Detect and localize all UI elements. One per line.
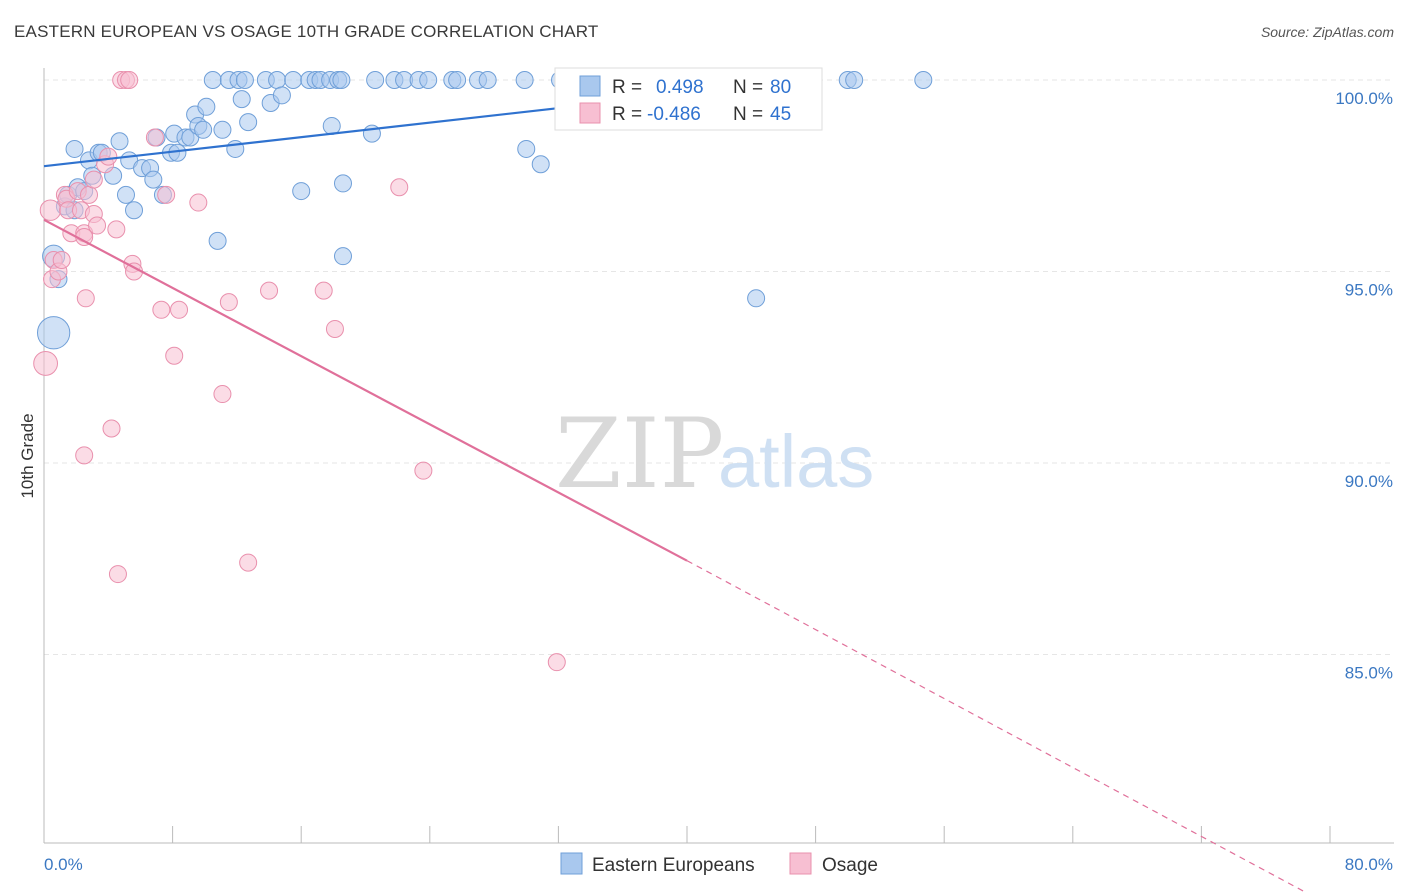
osage-point bbox=[145, 128, 164, 147]
eastern-european-point bbox=[366, 71, 385, 89]
x-tick-label-min: 0.0% bbox=[44, 855, 83, 874]
legend-r-label-2: R = bbox=[612, 104, 642, 125]
legend-r-label-1: R = bbox=[612, 77, 642, 98]
bottom-legend-swatch-blue bbox=[560, 852, 583, 875]
eastern-european-point bbox=[36, 316, 71, 350]
osage-point bbox=[108, 565, 127, 584]
legend-n-label-1: N = bbox=[733, 77, 763, 98]
osage-point bbox=[107, 220, 126, 239]
osage-point bbox=[152, 300, 171, 319]
y-tick-label: 95.0% bbox=[1345, 281, 1393, 300]
axes bbox=[43, 68, 1394, 844]
osage-trend-line-extension bbox=[686, 560, 1307, 892]
eastern-european-point bbox=[194, 120, 213, 139]
y-axis-title: 10th Grade bbox=[18, 413, 37, 498]
eastern-european-point bbox=[272, 86, 291, 105]
eastern-european-point bbox=[448, 71, 467, 89]
watermark: ZIP atlas bbox=[555, 398, 874, 510]
legend-swatch-blue bbox=[579, 75, 601, 97]
source-label: Source: ZipAtlas.com bbox=[1260, 24, 1394, 40]
osage-point bbox=[84, 170, 103, 189]
osage-point bbox=[80, 185, 99, 204]
y-tick-label: 90.0% bbox=[1345, 472, 1393, 491]
y-tick-labels: 85.0% 90.0% 95.0% 100.0% bbox=[1335, 89, 1393, 683]
legend-r-value-2: -0.486 bbox=[647, 104, 701, 125]
eastern-european-point bbox=[208, 231, 227, 250]
eastern-european-point bbox=[517, 139, 536, 158]
legend-swatch-pink bbox=[579, 102, 601, 124]
eastern-european-point bbox=[515, 71, 534, 89]
osage-point bbox=[314, 281, 333, 300]
legend-n-value-2: 45 bbox=[770, 104, 791, 125]
eastern-european-point bbox=[116, 185, 135, 204]
watermark-atlas: atlas bbox=[718, 420, 874, 503]
eastern-european-point bbox=[284, 71, 303, 89]
osage-point bbox=[547, 653, 566, 672]
eastern-european-point bbox=[125, 201, 144, 220]
osage-point bbox=[325, 319, 344, 338]
osage-trend-line bbox=[43, 218, 688, 562]
osage-point bbox=[165, 346, 184, 365]
legend-n-value-1: 80 bbox=[770, 77, 791, 98]
eastern-european-point bbox=[144, 170, 163, 189]
osage-point bbox=[39, 199, 62, 221]
osage-point bbox=[75, 446, 94, 465]
osage-point bbox=[76, 289, 95, 308]
eastern-european-point bbox=[419, 71, 438, 89]
legend-n-label-2: N = bbox=[733, 104, 763, 125]
eastern-european-point bbox=[197, 97, 216, 116]
osage-point bbox=[390, 178, 409, 197]
osage-point bbox=[157, 185, 176, 204]
eastern-european-point bbox=[213, 120, 232, 139]
eastern-european-point bbox=[332, 71, 351, 89]
osage-point bbox=[33, 351, 59, 376]
osage-point bbox=[239, 553, 258, 572]
eastern-european-point bbox=[232, 90, 251, 109]
eastern-european-point bbox=[110, 132, 129, 151]
osage-point bbox=[219, 293, 238, 312]
eastern-european-point bbox=[531, 155, 550, 174]
watermark-zip: ZIP bbox=[555, 398, 724, 510]
eastern-european-point bbox=[333, 247, 352, 266]
y-tick-label: 85.0% bbox=[1345, 664, 1393, 683]
osage-point bbox=[414, 461, 433, 480]
eastern-european-point bbox=[268, 71, 287, 89]
correlation-legend: R = 0.498 N = 80 R = -0.486 N = 45 bbox=[554, 67, 823, 131]
y-tick-label: 100.0% bbox=[1335, 89, 1393, 108]
bottom-legend-label-2: Osage bbox=[822, 855, 878, 876]
data-points bbox=[33, 71, 933, 672]
eastern-european-point bbox=[65, 139, 84, 158]
x-tick-labels: 0.0% 80.0% bbox=[44, 855, 1393, 874]
osage-point bbox=[189, 193, 208, 212]
osage-point bbox=[88, 216, 107, 235]
legend-r-value-1: 0.498 bbox=[656, 77, 704, 98]
bottom-legend-label-1: Eastern Europeans bbox=[592, 855, 755, 876]
osage-point bbox=[213, 385, 232, 404]
eastern-european-point bbox=[322, 116, 341, 135]
eastern-european-point bbox=[747, 289, 766, 308]
osage-point bbox=[102, 419, 121, 438]
osage-point bbox=[99, 147, 118, 166]
eastern-european-point bbox=[235, 71, 254, 89]
eastern-european-point bbox=[333, 174, 352, 193]
eastern-european-point bbox=[478, 71, 497, 89]
osage-point bbox=[260, 281, 279, 300]
eastern-european-point bbox=[845, 71, 864, 89]
x-tick-label-max: 80.0% bbox=[1345, 855, 1393, 874]
eastern-european-point bbox=[203, 71, 222, 89]
chart-title: EASTERN EUROPEAN VS OSAGE 10TH GRADE COR… bbox=[14, 22, 599, 41]
eastern-european-point bbox=[914, 71, 933, 89]
osage-point bbox=[170, 300, 189, 319]
osage-point bbox=[120, 71, 139, 89]
eastern-european-point bbox=[292, 182, 311, 201]
series-legend: Eastern Europeans Osage bbox=[560, 852, 878, 876]
eastern-european-point bbox=[239, 113, 258, 132]
osage-point bbox=[52, 251, 71, 270]
bottom-legend-swatch-pink bbox=[789, 852, 812, 875]
